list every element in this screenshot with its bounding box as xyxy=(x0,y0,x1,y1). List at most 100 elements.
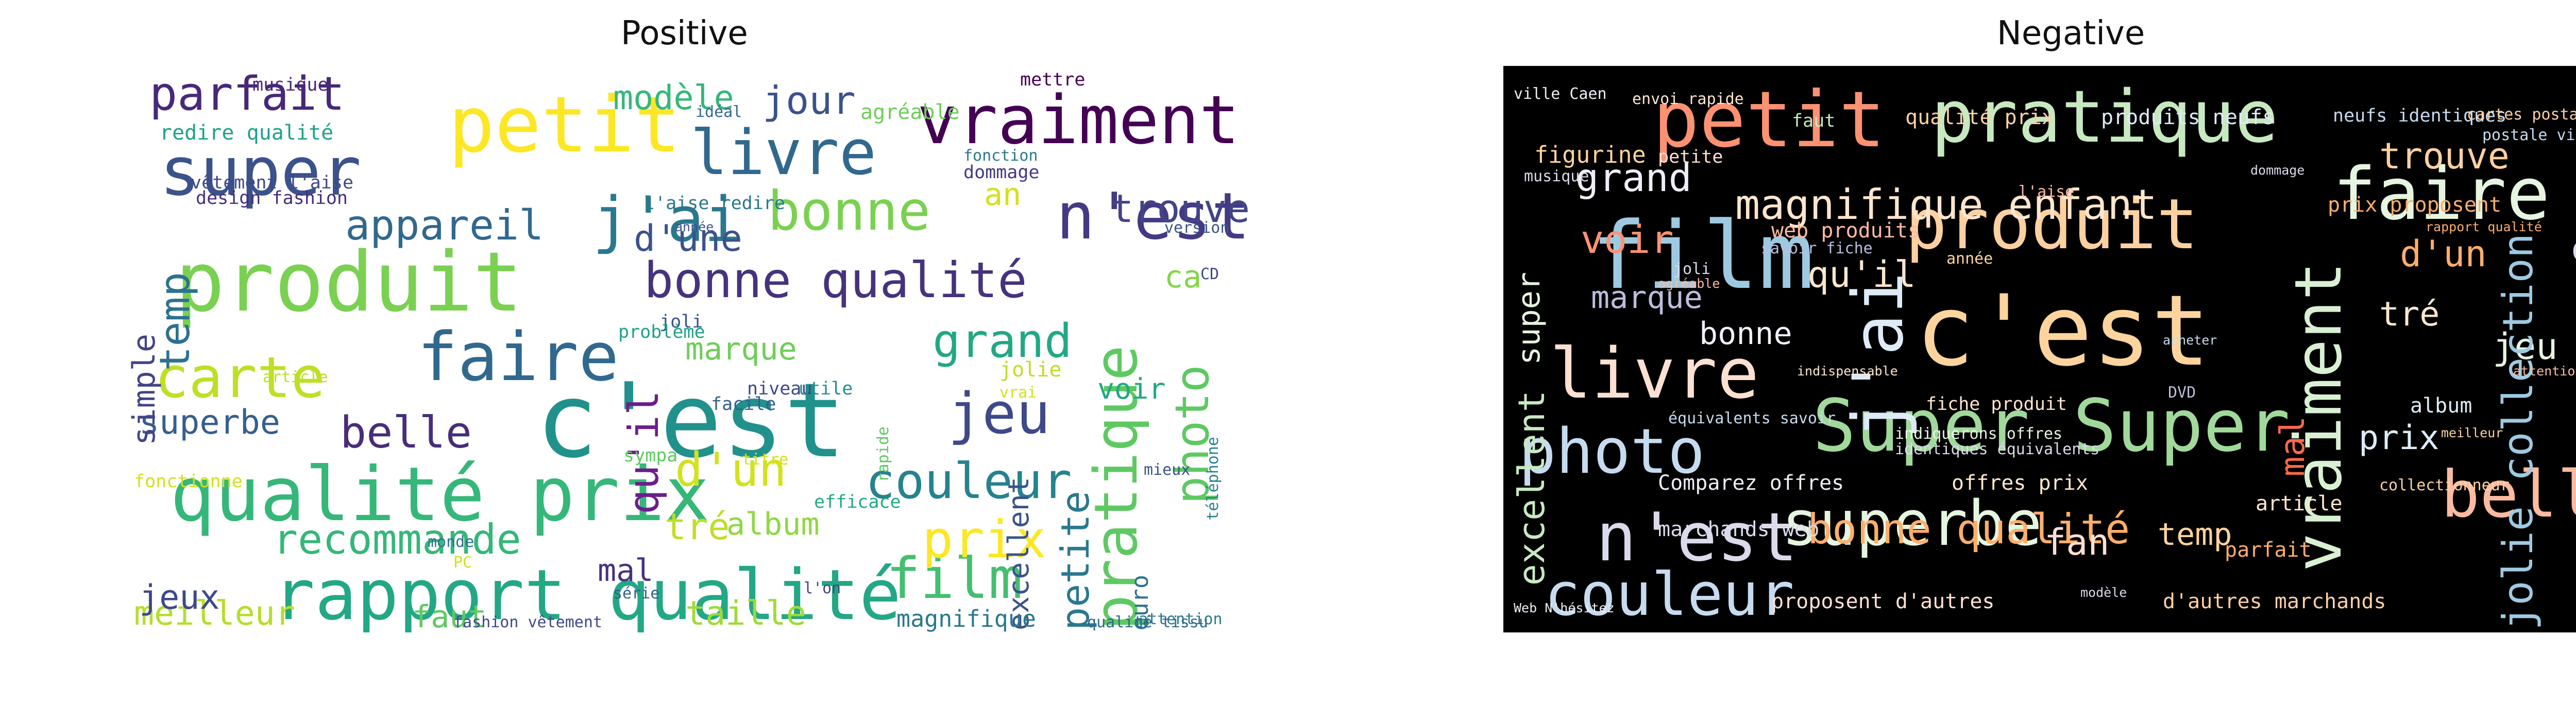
positive-word: rapide xyxy=(874,426,892,483)
negative-word: couleur xyxy=(1545,560,1794,629)
positive-word: idéal xyxy=(696,103,742,121)
negative-word: identiques équivalents xyxy=(1895,440,2100,458)
negative-word: Comparez offres xyxy=(1658,471,1844,495)
positive-word: vrai xyxy=(999,384,1037,402)
positive-word: dommage xyxy=(963,162,1040,183)
positive-word: fonction xyxy=(963,147,1038,165)
positive-word: album xyxy=(726,506,820,542)
positive-word: mettre xyxy=(1020,70,1086,90)
negative-word: c'est xyxy=(1916,274,2210,388)
negative-word: livre xyxy=(1550,333,1759,414)
negative-word: ville Caen xyxy=(1514,85,1607,103)
positive-word: taille xyxy=(685,594,806,632)
positive-word: j'ai xyxy=(592,184,741,256)
positive-word: l'aise redire xyxy=(644,193,785,214)
negative-word: neufs identiques xyxy=(2333,106,2507,126)
negative-word: jeu xyxy=(2493,325,2558,368)
negative-word: acheter xyxy=(2163,333,2217,348)
positive-word: utile xyxy=(799,379,853,399)
positive-word: joli xyxy=(659,312,703,332)
negative-word: marque xyxy=(1591,280,1703,316)
positive-word-cloud: c'est produit qualité prix rapport qualité p… xyxy=(118,66,1252,632)
negative-word: cartes postale xyxy=(2467,106,2576,124)
positive-word: couleur xyxy=(866,453,1072,510)
negative-word: année xyxy=(1946,250,1993,268)
negative-word: voir xyxy=(1581,217,1674,262)
positive-word: produit xyxy=(175,234,523,330)
negative-word: qu'il xyxy=(1807,253,1916,296)
positive-word: prix xyxy=(922,509,1046,570)
negative-word: d'autres marchands xyxy=(2163,590,2386,613)
negative-word: ca xyxy=(2570,231,2576,267)
negative-word: superbe xyxy=(1782,488,2042,560)
negative-word: collectionneur xyxy=(2379,476,2510,494)
positive-word: article xyxy=(263,368,328,386)
negative-word: indiquerons offres xyxy=(1895,425,2063,443)
negative-word: petit xyxy=(1653,75,1886,165)
positive-word: rapport qualité xyxy=(273,555,902,632)
negative-word: musique xyxy=(1524,167,1589,185)
positive-word: titre xyxy=(742,451,789,469)
positive-word: superbe xyxy=(139,403,280,442)
positive-word: redire qualité xyxy=(160,121,334,145)
positive-word: facile xyxy=(711,394,776,415)
negative-word: rapport qualité xyxy=(2426,219,2542,234)
positive-word: appareil xyxy=(345,201,544,249)
negative-word: prix proposent xyxy=(2328,193,2502,217)
negative-word: d'un xyxy=(2400,233,2487,275)
negative-word: DVD xyxy=(2168,384,2196,402)
positive-word: parfait xyxy=(149,67,345,121)
positive-word: livre xyxy=(690,117,877,189)
negative-word: pratique xyxy=(1931,75,2279,159)
negative-word: dommage xyxy=(2250,163,2305,178)
positive-word: téléphone xyxy=(1204,437,1222,521)
positive-word: petite xyxy=(1053,491,1098,630)
negative-word: équivalents savoir xyxy=(1668,409,1836,427)
negative-word: faut xyxy=(1792,111,1836,131)
negative-word: magnifique enfant xyxy=(1735,181,2157,229)
negative-word: bonne xyxy=(1699,316,1792,352)
negative-word: belle xyxy=(2441,457,2576,532)
negative-word: proposent d'autres xyxy=(1771,590,1995,613)
negative-word: prix xyxy=(2359,419,2439,457)
positive-word: jour xyxy=(762,78,856,123)
positive-word: an xyxy=(984,177,1022,213)
positive-word: mal xyxy=(598,553,654,589)
negative-word: envoi rapide xyxy=(1632,90,1744,108)
negative-word-cloud: c'est film petit pratique produit faire vraime… xyxy=(1503,66,2576,632)
negative-word: postale ville xyxy=(2482,126,2576,144)
positive-word: petit xyxy=(448,80,681,170)
positive-word: année xyxy=(675,219,714,234)
negative-title: Negative xyxy=(1997,14,2145,53)
positive-word: sympa xyxy=(623,445,678,466)
negative-word: l'aise xyxy=(2019,183,2075,201)
positive-word: mieux xyxy=(1144,461,1191,479)
negative-word: article xyxy=(2256,492,2343,516)
negative-word: modèle xyxy=(2080,585,2127,600)
negative-word: joli xyxy=(1673,260,1711,278)
positive-word: jeu xyxy=(948,381,1050,447)
positive-word: CD xyxy=(1200,265,1219,283)
positive-word: fonctionne xyxy=(134,471,243,492)
negative-word: Web N'hésitez xyxy=(1514,600,1615,615)
negative-word: tré xyxy=(2379,295,2440,334)
negative-word: faire xyxy=(2333,152,2550,236)
negative-word: agréable xyxy=(1658,276,1720,291)
positive-word: film xyxy=(886,545,1023,611)
negative-word: meilleur xyxy=(2441,425,2503,440)
positive-word: modèle xyxy=(613,79,734,117)
positive-word: efficace xyxy=(814,492,901,512)
negative-word: petite xyxy=(1658,147,1723,167)
negative-word: attention xyxy=(2513,364,2576,379)
positive-word: niveau xyxy=(747,379,812,399)
positive-word: carte xyxy=(155,345,326,410)
positive-word: voir xyxy=(1097,372,1166,405)
positive-title: Positive xyxy=(621,14,748,53)
positive-word: marque xyxy=(685,331,797,367)
positive-word: d'un xyxy=(675,443,787,497)
negative-word: web produits xyxy=(1771,219,1920,243)
negative-word: temp xyxy=(2158,517,2232,553)
positive-word: n'est xyxy=(1056,179,1250,254)
positive-word: vraiment xyxy=(917,81,1240,159)
positive-word: faut xyxy=(412,599,487,632)
